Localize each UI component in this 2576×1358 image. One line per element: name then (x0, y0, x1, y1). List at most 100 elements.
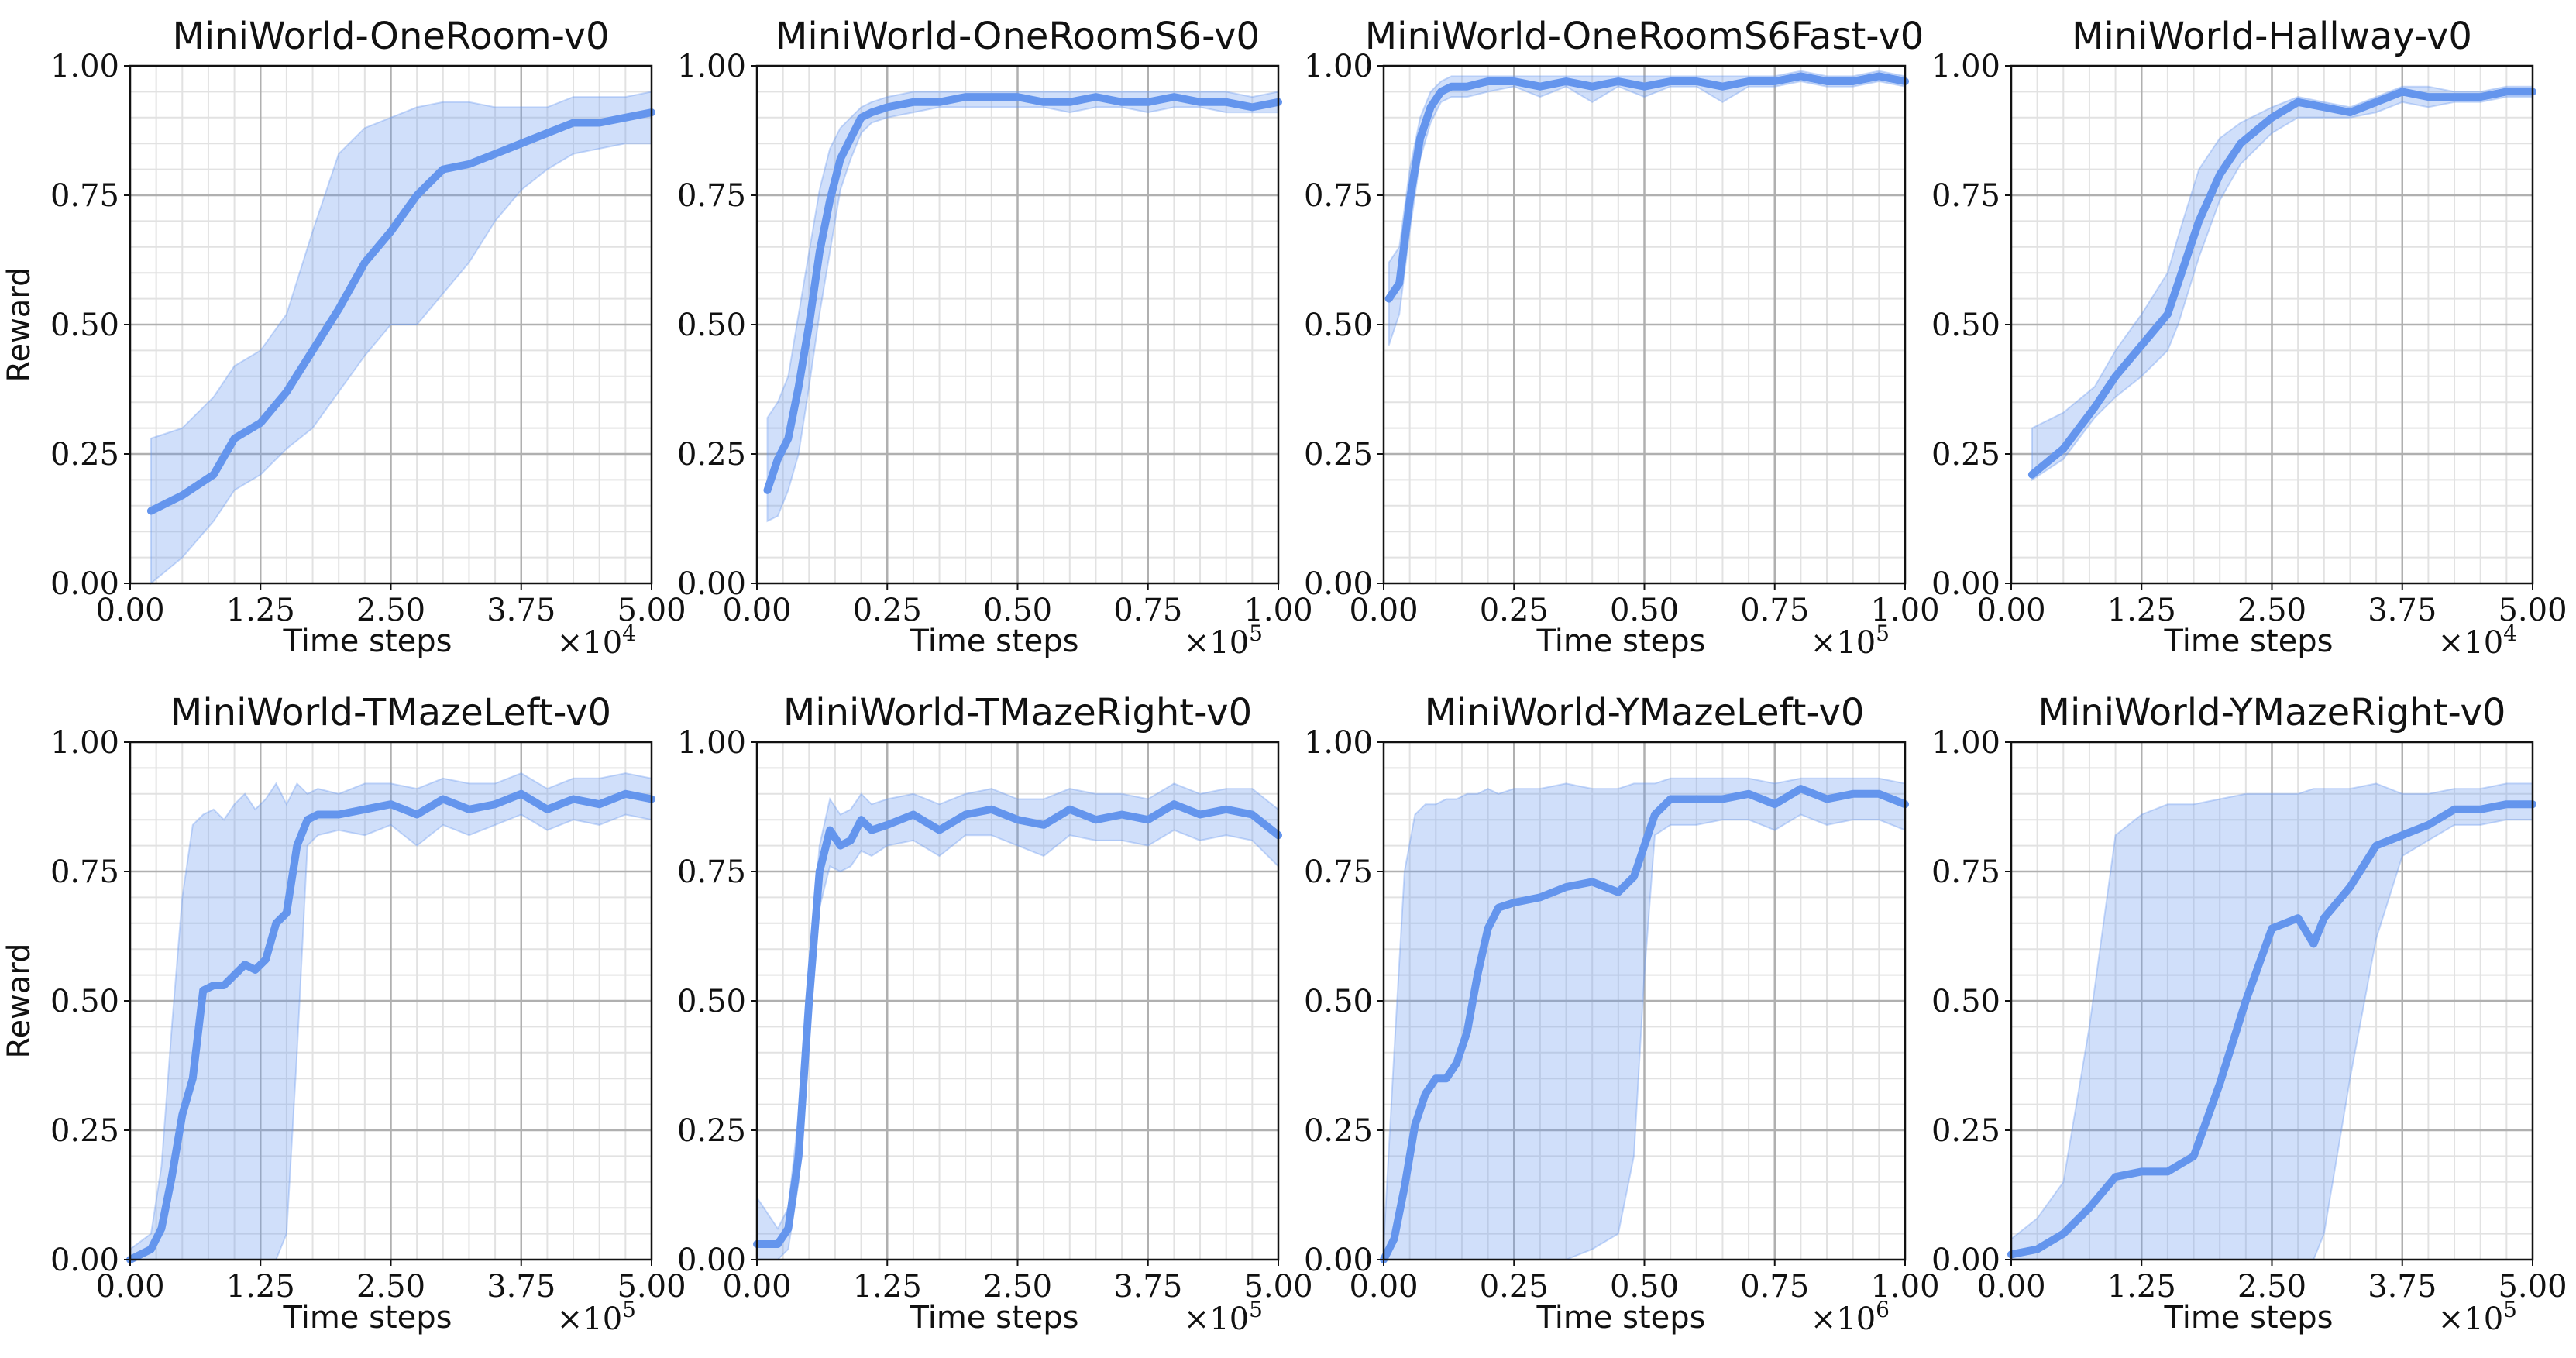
y-tick-label: 0.25 (1304, 1113, 1373, 1149)
subplot-title: MiniWorld-Hallway-v0 (2072, 15, 2472, 58)
x-tick-label: 0.25 (853, 593, 922, 628)
x-tick-label: 0.00 (722, 593, 791, 628)
y-tick-label: 0.75 (50, 178, 119, 214)
y-tick-label: 0.00 (1304, 566, 1373, 602)
x-axis-label: Time steps (283, 1300, 452, 1336)
x-axis-multiplier: ×105 (1811, 621, 1890, 661)
x-tick-label: 1.25 (226, 1269, 295, 1305)
x-tick-label: 2.50 (983, 1269, 1052, 1305)
subplot-3: 0.00 0.25 0.50 0.75 1.00 0.00 0.25 0.50 0.75 1.00… (1304, 15, 1940, 661)
x-tick-label: 0.75 (1740, 1269, 1809, 1305)
y-tick-label: 0.25 (1304, 437, 1373, 473)
x-tick-label: 5.00 (2498, 1269, 2567, 1305)
subplot-title: MiniWorld-TMazeLeft-v0 (170, 691, 611, 734)
mean-reward-line (126, 789, 655, 1263)
x-tick-label: 0.00 (1349, 1269, 1418, 1305)
y-tick-label: 1.00 (1304, 725, 1373, 761)
y-tick-label: 0.75 (677, 178, 746, 214)
x-tick-label: 1.00 (1243, 593, 1312, 628)
x-tick-label: 1.25 (2107, 593, 2176, 628)
y-tick-label: 0.25 (677, 1113, 746, 1149)
y-tick-label: 0.00 (677, 1243, 746, 1278)
y-tick-label: 1.00 (50, 725, 119, 761)
x-axis-multiplier: ×105 (1184, 621, 1263, 661)
y-tick-label: 0.00 (1931, 566, 2000, 602)
x-tick-label: 0.25 (1480, 1269, 1549, 1305)
x-tick-label: 5.00 (617, 1269, 686, 1305)
x-axis-label: Time steps (1536, 1300, 1706, 1336)
y-tick-label: 0.25 (50, 1113, 119, 1149)
y-tick-label: 0.25 (50, 437, 119, 473)
mean-reward-line (1384, 72, 1909, 303)
subplot-1: 0.00 1.25 2.50 3.75 5.00 0.00 0.25 0.50 0.75 1.00… (2, 15, 686, 661)
x-tick-label: 0.50 (1610, 1269, 1679, 1305)
mean-reward-line (2007, 800, 2536, 1259)
x-axis-multiplier: ×106 (1811, 1297, 1890, 1337)
y-axis-label: Reward (2, 267, 37, 383)
x-tick-label: 2.50 (2237, 593, 2306, 628)
x-tick-label: 3.75 (2368, 1269, 2437, 1305)
x-tick-label: 5.00 (2498, 593, 2567, 628)
subplot-title: MiniWorld-YMazeRight-v0 (2038, 691, 2506, 734)
x-axis-label: Time steps (283, 624, 452, 659)
x-tick-label: 0.75 (1113, 593, 1182, 628)
x-tick-label: 0.75 (1740, 593, 1809, 628)
x-tick-label: 0.00 (1976, 1269, 2045, 1305)
y-tick-label: 0.75 (1304, 854, 1373, 890)
subplot-title: MiniWorld-OneRoomS6-v0 (776, 15, 1260, 58)
subplot-8: 0.00 1.25 2.50 3.75 5.00 0.00 0.25 0.50 0.75 1.00… (1931, 691, 2567, 1337)
x-axis-label: Time steps (1536, 624, 1706, 659)
y-tick-label: 1.00 (677, 49, 746, 84)
x-tick-label: 1.00 (1870, 1269, 1939, 1305)
x-axis-multiplier: ×105 (1184, 1297, 1263, 1337)
x-axis-multiplier: ×105 (2438, 1297, 2517, 1337)
x-tick-label: 1.25 (226, 593, 295, 628)
y-tick-label: 0.50 (1304, 984, 1373, 1019)
y-tick-label: 0.50 (677, 984, 746, 1019)
mean-reward-line (2027, 88, 2536, 479)
y-tick-label: 0.75 (50, 854, 119, 890)
x-axis-label: Time steps (910, 1300, 1079, 1336)
x-tick-label: 3.75 (487, 593, 555, 628)
x-tick-label: 1.25 (853, 1269, 922, 1305)
y-tick-label: 0.00 (1304, 1243, 1373, 1278)
x-axis-label: Time steps (2164, 624, 2334, 659)
y-tick-label: 1.00 (1304, 49, 1373, 84)
confidence-band (150, 91, 652, 586)
y-tick-label: 1.00 (1931, 725, 2000, 761)
x-axis-label: Time steps (910, 624, 1079, 659)
mean-reward-line (1380, 785, 1909, 1263)
x-tick-label: 0.00 (95, 593, 164, 628)
x-tick-label: 0.00 (722, 1269, 791, 1305)
x-axis-multiplier: ×104 (2438, 621, 2517, 661)
x-tick-label: 0.00 (95, 1269, 164, 1305)
x-tick-label: 3.75 (2368, 593, 2437, 628)
y-tick-label: 0.25 (677, 437, 746, 473)
y-tick-label: 0.00 (50, 1243, 119, 1278)
subplot-6: 0.00 1.25 2.50 3.75 5.00 0.00 0.25 0.50 0.75 1.00… (677, 691, 1313, 1337)
x-tick-label: 3.75 (1113, 1269, 1182, 1305)
x-tick-label: 2.50 (2237, 1269, 2306, 1305)
x-axis-multiplier: ×105 (557, 1297, 636, 1337)
confidence-band (2031, 85, 2533, 482)
y-tick-label: 1.00 (1931, 49, 2000, 84)
y-tick-label: 0.50 (1931, 984, 2000, 1019)
x-tick-label: 1.25 (2107, 1269, 2176, 1305)
x-tick-label: 5.00 (1243, 1269, 1312, 1305)
y-tick-label: 0.50 (677, 308, 746, 343)
subplot-title: MiniWorld-YMazeLeft-v0 (1425, 691, 1865, 734)
y-tick-label: 0.25 (1931, 1113, 2000, 1149)
subplot-7: 0.00 0.25 0.50 0.75 1.00 0.00 0.25 0.50 0.75 1.00… (1304, 691, 1940, 1337)
subplot-title: MiniWorld-OneRoomS6Fast-v0 (1365, 15, 1924, 58)
x-tick-label: 0.00 (1976, 593, 2045, 628)
confidence-band (1388, 70, 1906, 346)
mean-reward-line (753, 800, 1282, 1248)
y-tick-label: 0.50 (50, 308, 119, 343)
x-tick-label: 1.00 (1870, 593, 1939, 628)
mean-reward-line (763, 93, 1282, 494)
subplot-2: 0.00 0.25 0.50 0.75 1.00 0.00 0.25 0.50 0.75 1.00… (677, 15, 1313, 661)
x-tick-label: 0.00 (1349, 593, 1418, 628)
y-tick-label: 0.75 (1931, 178, 2000, 214)
subplot-title: MiniWorld-TMazeRight-v0 (783, 691, 1252, 734)
